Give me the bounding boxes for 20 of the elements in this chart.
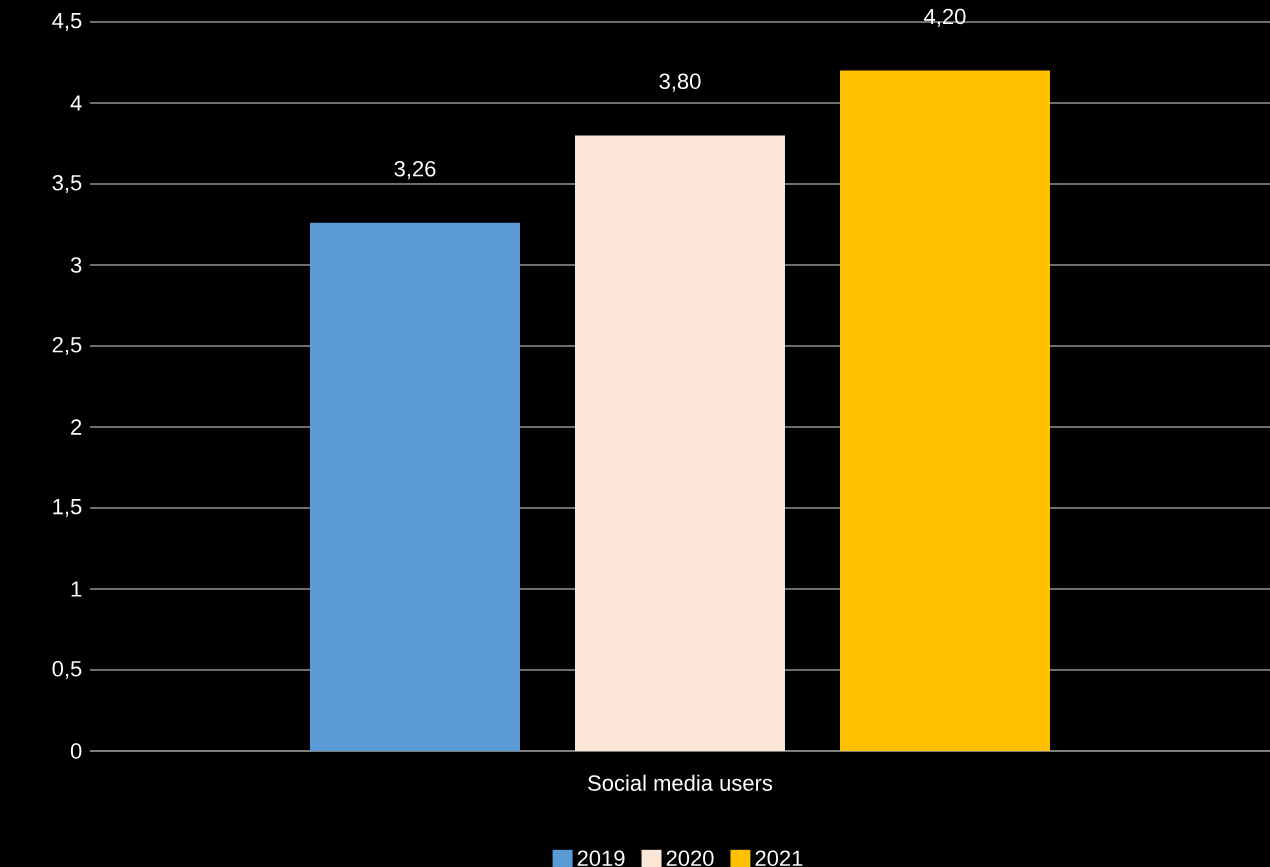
data-label: 4,20 [924,8,966,27]
y-tick-label: 1 [71,581,82,597]
bar [840,70,1050,751]
data-label: 3,80 [659,73,701,92]
bar [575,135,785,751]
y-tick-label: 0 [70,743,82,759]
y-tick-label: 2,5 [52,336,82,356]
y-tick-label: 2 [71,419,82,435]
y-tick-label: 4 [70,95,82,111]
y-tick-label: 4,5 [52,13,82,31]
legend-label: 2019 [577,850,625,867]
y-tick-label: 0,5 [52,660,82,680]
x-tick-label: Social media users [588,774,773,791]
y-tick-label: 3 [70,257,82,273]
bar [310,222,520,751]
y-tick-label: 1,5 [53,499,82,517]
legend-label: 2020 [666,850,714,867]
legend-label: 2021 [755,850,803,867]
data-label: 3,26 [394,160,436,180]
y-tick-label: 3,5 [52,174,82,194]
